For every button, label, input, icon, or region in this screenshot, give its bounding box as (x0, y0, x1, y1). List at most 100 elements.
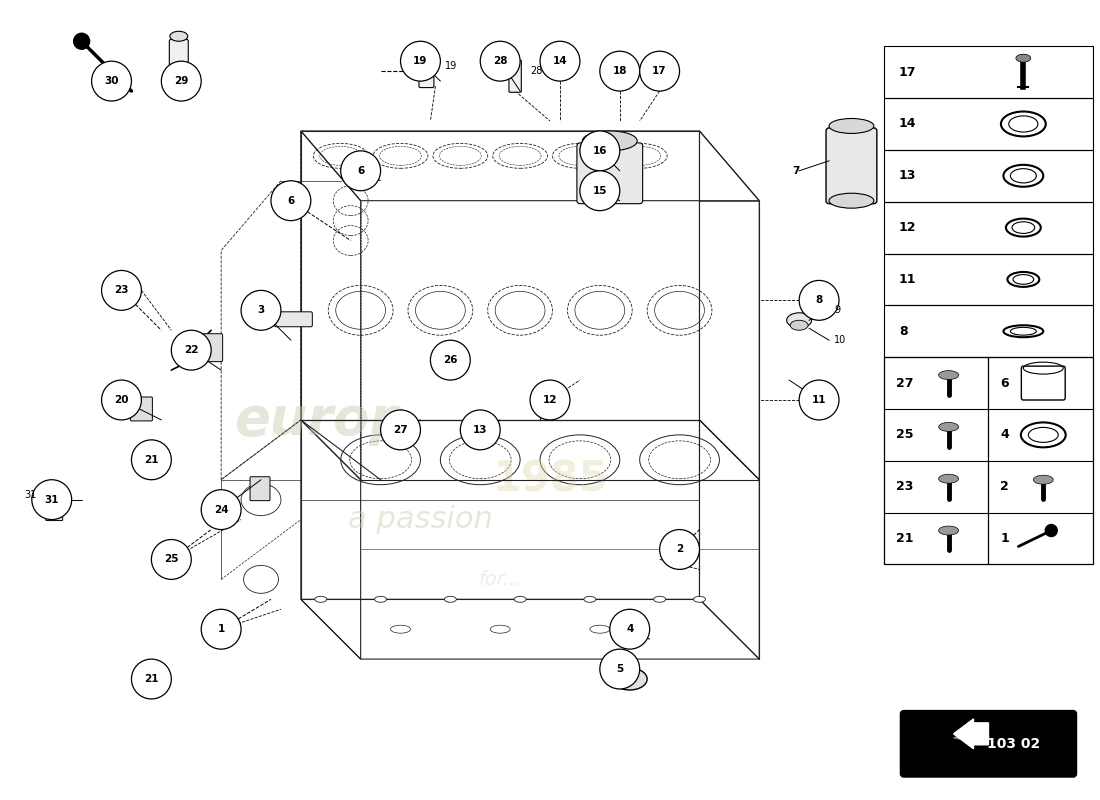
Text: 31: 31 (24, 490, 36, 500)
Text: 4: 4 (1000, 428, 1009, 442)
Text: 14: 14 (552, 56, 568, 66)
FancyBboxPatch shape (131, 397, 153, 421)
Text: 6: 6 (358, 166, 364, 176)
Text: 27: 27 (393, 425, 408, 435)
Text: 1: 1 (1000, 532, 1009, 545)
FancyArrow shape (954, 734, 989, 742)
Text: 30: 30 (104, 76, 119, 86)
Circle shape (1045, 525, 1057, 537)
Ellipse shape (938, 526, 958, 535)
Ellipse shape (786, 313, 812, 328)
Text: 5: 5 (616, 664, 624, 674)
Ellipse shape (938, 422, 958, 431)
Text: 23: 23 (895, 480, 913, 493)
Text: 1: 1 (218, 624, 224, 634)
Ellipse shape (829, 118, 873, 134)
Circle shape (32, 480, 72, 519)
Ellipse shape (584, 596, 596, 602)
Text: 6: 6 (1000, 377, 1009, 390)
Bar (883, 150, 1093, 202)
Text: 103 02: 103 02 (987, 737, 1040, 751)
Text: for...: for... (478, 570, 522, 589)
Ellipse shape (169, 31, 188, 42)
Circle shape (481, 42, 520, 81)
Ellipse shape (613, 668, 647, 690)
Text: 20: 20 (114, 395, 129, 405)
FancyBboxPatch shape (275, 312, 312, 326)
Text: 17: 17 (899, 66, 916, 78)
Text: 31: 31 (44, 494, 59, 505)
FancyBboxPatch shape (901, 711, 1076, 777)
Text: 8: 8 (815, 295, 823, 306)
Circle shape (530, 380, 570, 420)
Text: 2: 2 (675, 545, 683, 554)
Circle shape (600, 649, 640, 689)
FancyBboxPatch shape (46, 498, 63, 521)
Circle shape (381, 410, 420, 450)
Circle shape (271, 181, 311, 221)
Text: 24: 24 (213, 505, 229, 514)
Ellipse shape (582, 131, 637, 151)
Bar (883, 254, 1093, 306)
Text: 11: 11 (812, 395, 826, 405)
Text: 2: 2 (1000, 480, 1009, 493)
Text: 3: 3 (257, 306, 265, 315)
Circle shape (600, 51, 640, 91)
Ellipse shape (1016, 54, 1031, 62)
Text: 29: 29 (174, 76, 188, 86)
Text: 13: 13 (899, 170, 916, 182)
Text: 1985: 1985 (492, 458, 608, 501)
Circle shape (580, 170, 619, 210)
Ellipse shape (790, 320, 808, 330)
Text: 27: 27 (895, 377, 913, 390)
Text: 4: 4 (626, 624, 634, 634)
Ellipse shape (375, 596, 386, 602)
Circle shape (74, 34, 89, 50)
Text: 28: 28 (493, 56, 507, 66)
Circle shape (241, 290, 280, 330)
Text: 18: 18 (613, 66, 627, 76)
Circle shape (799, 281, 839, 320)
Circle shape (341, 151, 381, 190)
Circle shape (172, 330, 211, 370)
Text: 26: 26 (443, 355, 458, 365)
Circle shape (201, 490, 241, 530)
Text: a passion: a passion (348, 505, 493, 534)
Text: 22: 22 (184, 345, 198, 355)
Text: 13: 13 (473, 425, 487, 435)
Text: 16: 16 (593, 146, 607, 156)
Ellipse shape (938, 370, 958, 379)
Ellipse shape (829, 194, 873, 208)
Bar (883, 357, 1093, 565)
FancyBboxPatch shape (200, 334, 222, 362)
Circle shape (101, 380, 142, 420)
Circle shape (91, 61, 132, 101)
Text: 17: 17 (652, 66, 667, 76)
Text: 9: 9 (834, 306, 840, 315)
Text: 12: 12 (542, 395, 558, 405)
Ellipse shape (938, 474, 958, 483)
Text: 25: 25 (164, 554, 178, 565)
Text: 15: 15 (593, 186, 607, 196)
Circle shape (400, 42, 440, 81)
Text: 10: 10 (834, 335, 846, 346)
Text: 11: 11 (899, 273, 916, 286)
Circle shape (162, 61, 201, 101)
Text: 14: 14 (899, 118, 916, 130)
Bar (883, 46, 1093, 98)
Text: 7: 7 (792, 166, 799, 176)
Ellipse shape (1033, 475, 1053, 484)
Text: 12: 12 (899, 221, 916, 234)
Circle shape (201, 610, 241, 649)
Ellipse shape (315, 596, 327, 602)
FancyBboxPatch shape (509, 60, 521, 92)
Text: 21: 21 (144, 674, 158, 684)
FancyBboxPatch shape (169, 39, 188, 83)
Text: 21: 21 (144, 454, 158, 465)
Text: 23: 23 (114, 286, 129, 295)
Bar (883, 202, 1093, 254)
Circle shape (101, 270, 142, 310)
Circle shape (540, 42, 580, 81)
Text: 21: 21 (895, 532, 913, 545)
FancyBboxPatch shape (419, 50, 433, 87)
